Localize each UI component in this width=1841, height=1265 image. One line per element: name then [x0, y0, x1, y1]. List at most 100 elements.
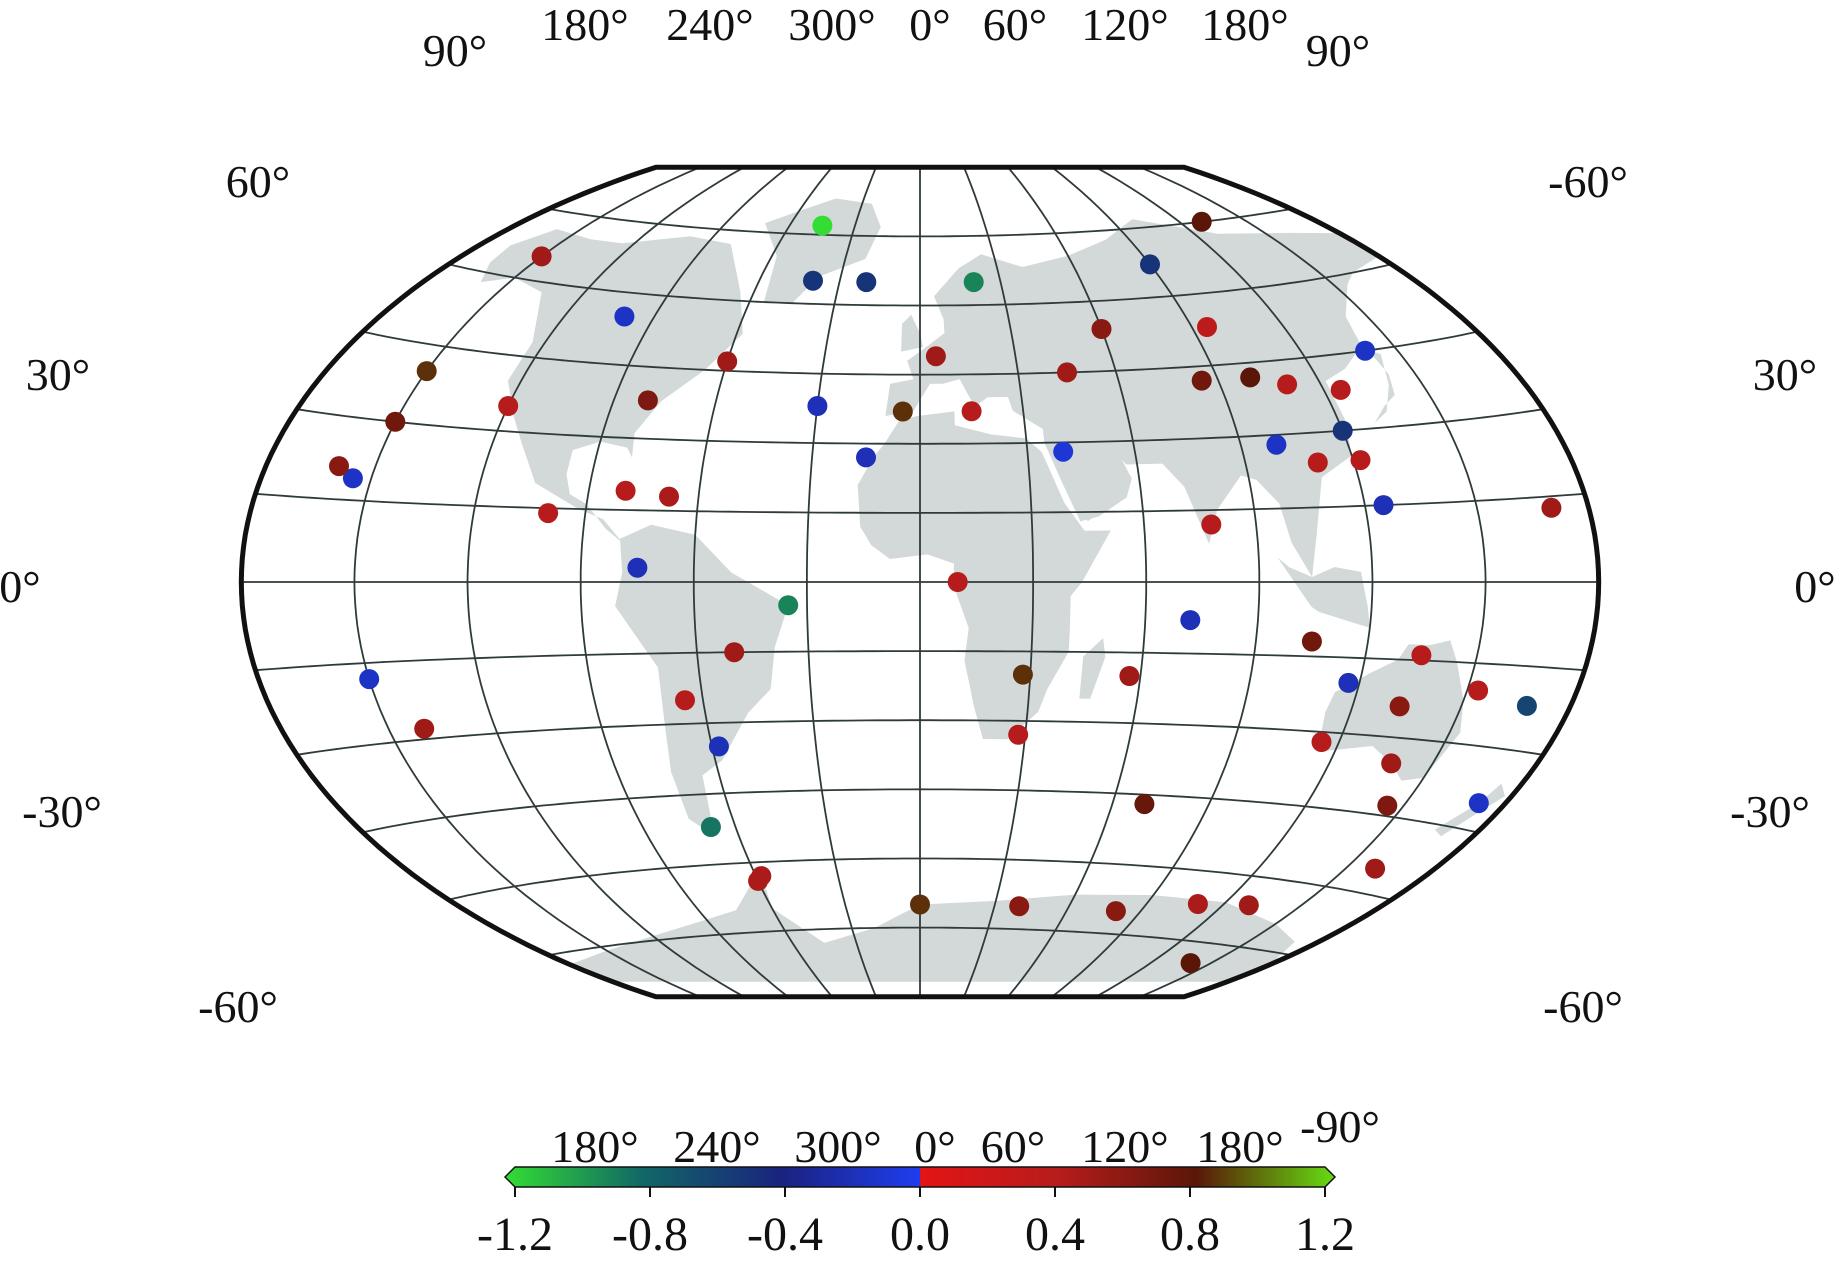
- graticule: [241, 167, 1599, 997]
- station-marker: [1307, 452, 1328, 473]
- station-marker: [812, 215, 833, 236]
- station-marker: [414, 718, 435, 739]
- lat-label-right-2: 30°: [1753, 349, 1817, 400]
- lon-label-bottom-3: 300°: [794, 1121, 881, 1172]
- station-marker: [1009, 896, 1030, 917]
- meridian--150: [353, 167, 701, 997]
- lat-label-right-3: 0°: [1794, 561, 1835, 612]
- station-marker: [1008, 724, 1029, 745]
- lat-label-left-4: -30°: [22, 786, 102, 837]
- lon-labels-top: 90° 180° 240° 300° 0° 60° 120° 180° 90°: [423, 0, 1370, 76]
- station-marker: [1201, 514, 1222, 535]
- lon-label-top-8: 180°: [1201, 0, 1288, 50]
- land-north-america: [480, 229, 743, 544]
- lat-labels-left: 60° 30° 0° -30° -60°: [0, 156, 290, 1032]
- lat-label-left-1: 60°: [226, 156, 290, 207]
- station-marker: [925, 346, 946, 367]
- land-australia: [1317, 640, 1464, 781]
- lon-labels-bottom: 180° 240° 300° 0° 60° 120° 180° -90°: [551, 1101, 1380, 1172]
- station-marker: [1468, 793, 1489, 814]
- station-marker: [1516, 695, 1537, 716]
- land-africa: [857, 411, 1111, 740]
- station-marker: [1053, 441, 1074, 462]
- station-marker: [1389, 696, 1410, 717]
- lon-label-bottom-1: 180°: [551, 1121, 638, 1172]
- station-marker: [1468, 680, 1489, 701]
- station-marker: [416, 361, 437, 382]
- meridian-120: [1095, 167, 1374, 997]
- lon-label-bottom-7: 180°: [1196, 1121, 1283, 1172]
- colorbar-ticks: [514, 1187, 1326, 1197]
- station-marker: [1012, 664, 1033, 685]
- colorbar-tick-label-3: -0.4: [747, 1208, 823, 1261]
- station-marker: [1180, 953, 1201, 974]
- station-marker: [498, 396, 519, 416]
- land-indonesia: [1277, 557, 1370, 628]
- meridian--30: [806, 167, 877, 997]
- station-marker: [1191, 211, 1212, 232]
- station-marker: [1355, 340, 1376, 361]
- station-marker: [708, 736, 729, 757]
- lon-label-bottom-8: -90°: [1300, 1101, 1380, 1152]
- meridian-30: [963, 167, 1034, 997]
- colorbar-tick-label-1: -1.2: [477, 1208, 553, 1261]
- station-marker: [856, 447, 876, 468]
- station-marker: [807, 396, 828, 416]
- station-marker: [1350, 450, 1371, 471]
- station-marker: [1381, 753, 1402, 774]
- lon-label-top-9: 90°: [1306, 25, 1370, 76]
- colorbar-tick-label-6: 0.8: [1160, 1208, 1220, 1261]
- land-madagascar: [1079, 638, 1106, 699]
- lon-label-bottom-6: 120°: [1081, 1121, 1168, 1172]
- land-japan: [1368, 350, 1395, 423]
- lon-label-bottom-4: 0°: [914, 1121, 955, 1172]
- land-uk: [901, 314, 924, 352]
- station-marker: [637, 390, 658, 411]
- lon-label-bottom-5: 60°: [981, 1121, 1045, 1172]
- station-marker: [531, 246, 552, 267]
- meridian-150: [1139, 167, 1487, 997]
- station-marker: [892, 401, 913, 422]
- meridian-60: [1007, 167, 1148, 997]
- colorbar-bar: [503, 1166, 1337, 1188]
- land-new-zealand: [1434, 783, 1505, 837]
- station-marker: [778, 595, 799, 616]
- station-marker: [1373, 495, 1394, 516]
- station-marker: [1411, 645, 1432, 666]
- station-marker: [803, 270, 823, 291]
- station-marker: [1332, 420, 1353, 441]
- lon-label-top-6: 60°: [983, 0, 1047, 50]
- station-marker: [700, 817, 721, 837]
- lon-label-top-7: 120°: [1081, 0, 1168, 50]
- station-marker: [659, 486, 679, 507]
- station-marker: [1140, 254, 1160, 275]
- meridian--120: [466, 167, 745, 997]
- station-marker: [1119, 666, 1140, 686]
- station-marker: [910, 894, 930, 915]
- land-south-america: [615, 524, 789, 837]
- station-marker: [717, 351, 738, 372]
- station-marker: [1365, 858, 1386, 879]
- station-marker: [961, 401, 982, 422]
- land-eurasia: [885, 219, 1379, 578]
- colorbar: -1.2 -0.8 -0.4 0.0 0.4 0.8 1.2: [477, 1166, 1355, 1261]
- station-marker: [1266, 434, 1287, 455]
- lat-label-left-5: -60°: [198, 981, 278, 1032]
- station-marker: [1091, 319, 1112, 339]
- station-marker: [627, 557, 648, 578]
- station-marker: [329, 456, 349, 477]
- lat-label-left-3: 0°: [0, 561, 41, 612]
- lon-label-top-4: 300°: [788, 0, 875, 50]
- station-marker: [963, 272, 984, 293]
- station-marker: [675, 690, 695, 711]
- meridian--90: [579, 167, 789, 997]
- station-marker: [1057, 362, 1077, 383]
- station-marker: [724, 642, 745, 663]
- station-marker: [1377, 795, 1398, 816]
- station-marker: [359, 669, 380, 690]
- station-marker: [1105, 901, 1126, 922]
- station-marker: [1238, 895, 1259, 916]
- station-marker: [1191, 370, 1212, 391]
- station-marker: [856, 272, 877, 293]
